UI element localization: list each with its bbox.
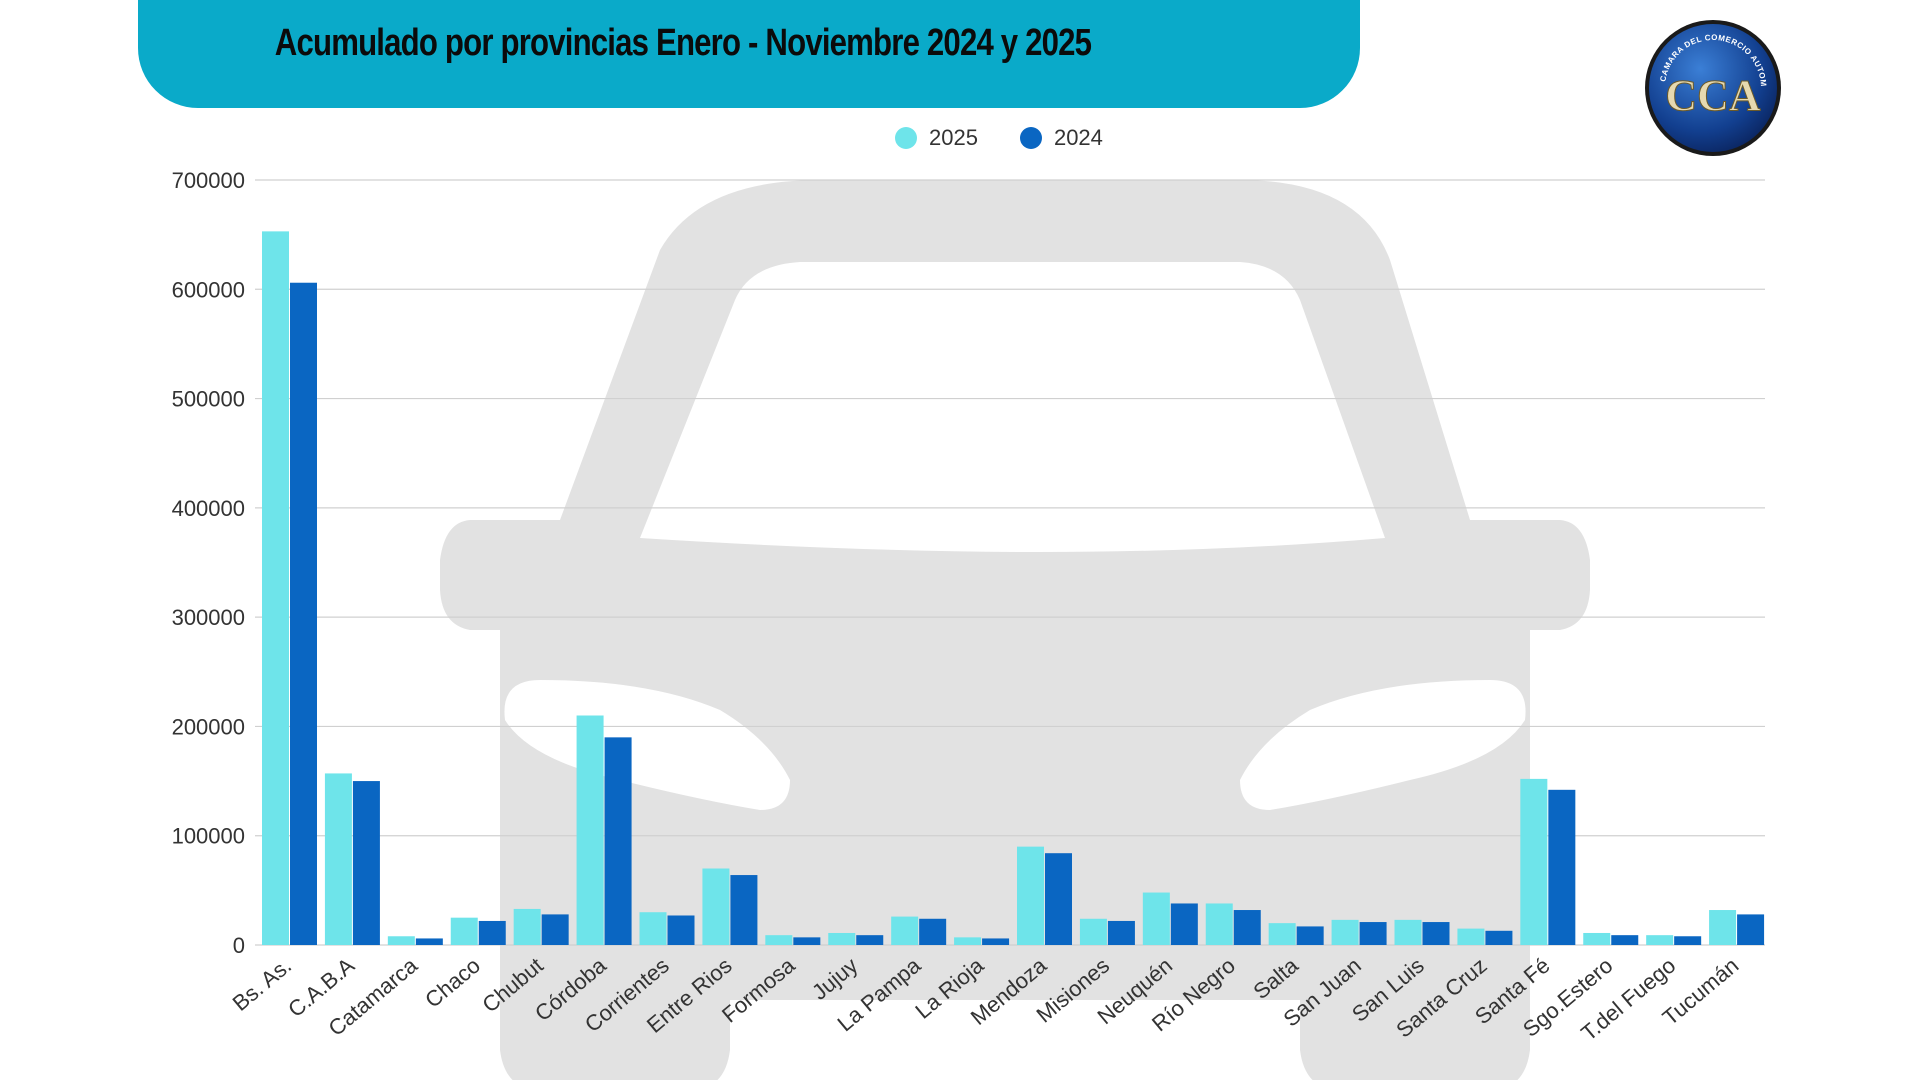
bar-2025 <box>1017 846 1044 945</box>
grid <box>255 179 1765 946</box>
bar-2025 <box>387 936 415 945</box>
bar-2024 <box>1737 914 1765 945</box>
bar-2024 <box>1045 853 1072 945</box>
bar-2024 <box>793 937 821 945</box>
bar-2025 <box>1457 928 1485 945</box>
bar-2024 <box>1296 926 1324 945</box>
cca-logo-icon: CAMARA DEL COMERCIO AUTOMOTOR CCA <box>1643 18 1781 156</box>
bar-2024 <box>478 920 506 945</box>
legend-label-2025: 2025 <box>929 125 978 150</box>
bar-2024 <box>1170 903 1198 945</box>
bar-2025 <box>1394 919 1422 945</box>
bar-2025 <box>828 932 856 945</box>
y-tick-label: 100000 <box>172 824 245 849</box>
legend-item-2025: 2025 <box>895 125 978 151</box>
legend-swatch-2025 <box>895 127 917 149</box>
legend-label-2024: 2024 <box>1053 125 1103 150</box>
bar-2024 <box>290 282 317 945</box>
bar-2024 <box>541 914 569 945</box>
bar-2025 <box>1079 918 1107 945</box>
bar-2025 <box>1709 910 1737 945</box>
bar-2024 <box>1611 935 1639 945</box>
legend-swatch-2024 <box>1019 127 1042 149</box>
bar-2025 <box>1646 935 1674 945</box>
bar-2025 <box>1331 919 1359 945</box>
bar-2024 <box>1107 920 1135 945</box>
y-tick-label: 600000 <box>172 277 245 302</box>
y-axis: 0 100000 200000 300000 400000 500000 600000 700… <box>172 168 245 958</box>
y-tick-label: 0 <box>233 933 245 958</box>
car-watermark-icon <box>440 180 1590 1080</box>
bar-2024 <box>982 938 1010 945</box>
bar-2024 <box>856 935 884 945</box>
y-tick-label: 700000 <box>172 168 245 193</box>
bar-2024 <box>1485 930 1513 945</box>
bar-2024 <box>352 781 380 945</box>
bar-2025 <box>1268 923 1296 945</box>
bar-2024 <box>730 875 758 945</box>
bar-2024 <box>604 737 632 945</box>
bar-2025 <box>639 912 667 945</box>
bars <box>262 231 1765 946</box>
legend-item-2024: 2024 <box>1019 125 1103 151</box>
legend: 2025 2024 <box>895 124 1103 152</box>
y-tick-label: 300000 <box>172 605 245 630</box>
bar-2025 <box>513 908 541 945</box>
bar-2024 <box>667 915 695 945</box>
bar-2025 <box>1583 932 1611 945</box>
bar-2025 <box>576 715 604 945</box>
bar-2025 <box>1142 892 1170 945</box>
bar-2025 <box>954 937 982 945</box>
bar-2024 <box>1422 922 1450 945</box>
title-banner <box>138 0 1360 108</box>
x-tick-label: Chaco <box>420 953 485 1013</box>
bar-2024 <box>1359 922 1387 945</box>
bar-2025 <box>702 868 730 945</box>
bar-2025 <box>891 916 919 945</box>
bar-2024 <box>919 918 947 945</box>
bar-2024 <box>1233 910 1261 945</box>
bar-2025 <box>1520 778 1548 945</box>
y-tick-label: 400000 <box>172 496 245 521</box>
bar-2025 <box>262 231 289 946</box>
bar-2025 <box>324 773 352 945</box>
chart-title: Acumulado por provincias Enero - Noviemb… <box>274 22 1092 64</box>
bar-2024 <box>1674 936 1702 945</box>
bar-2024 <box>1548 789 1576 945</box>
y-tick-label: 200000 <box>172 714 245 739</box>
logo-initials: CCA <box>1665 71 1761 120</box>
bar-2025 <box>450 917 478 945</box>
bar-2025 <box>765 935 793 945</box>
y-tick-label: 500000 <box>172 387 245 412</box>
bar-2024 <box>415 938 443 945</box>
bar-2025 <box>1205 903 1233 945</box>
